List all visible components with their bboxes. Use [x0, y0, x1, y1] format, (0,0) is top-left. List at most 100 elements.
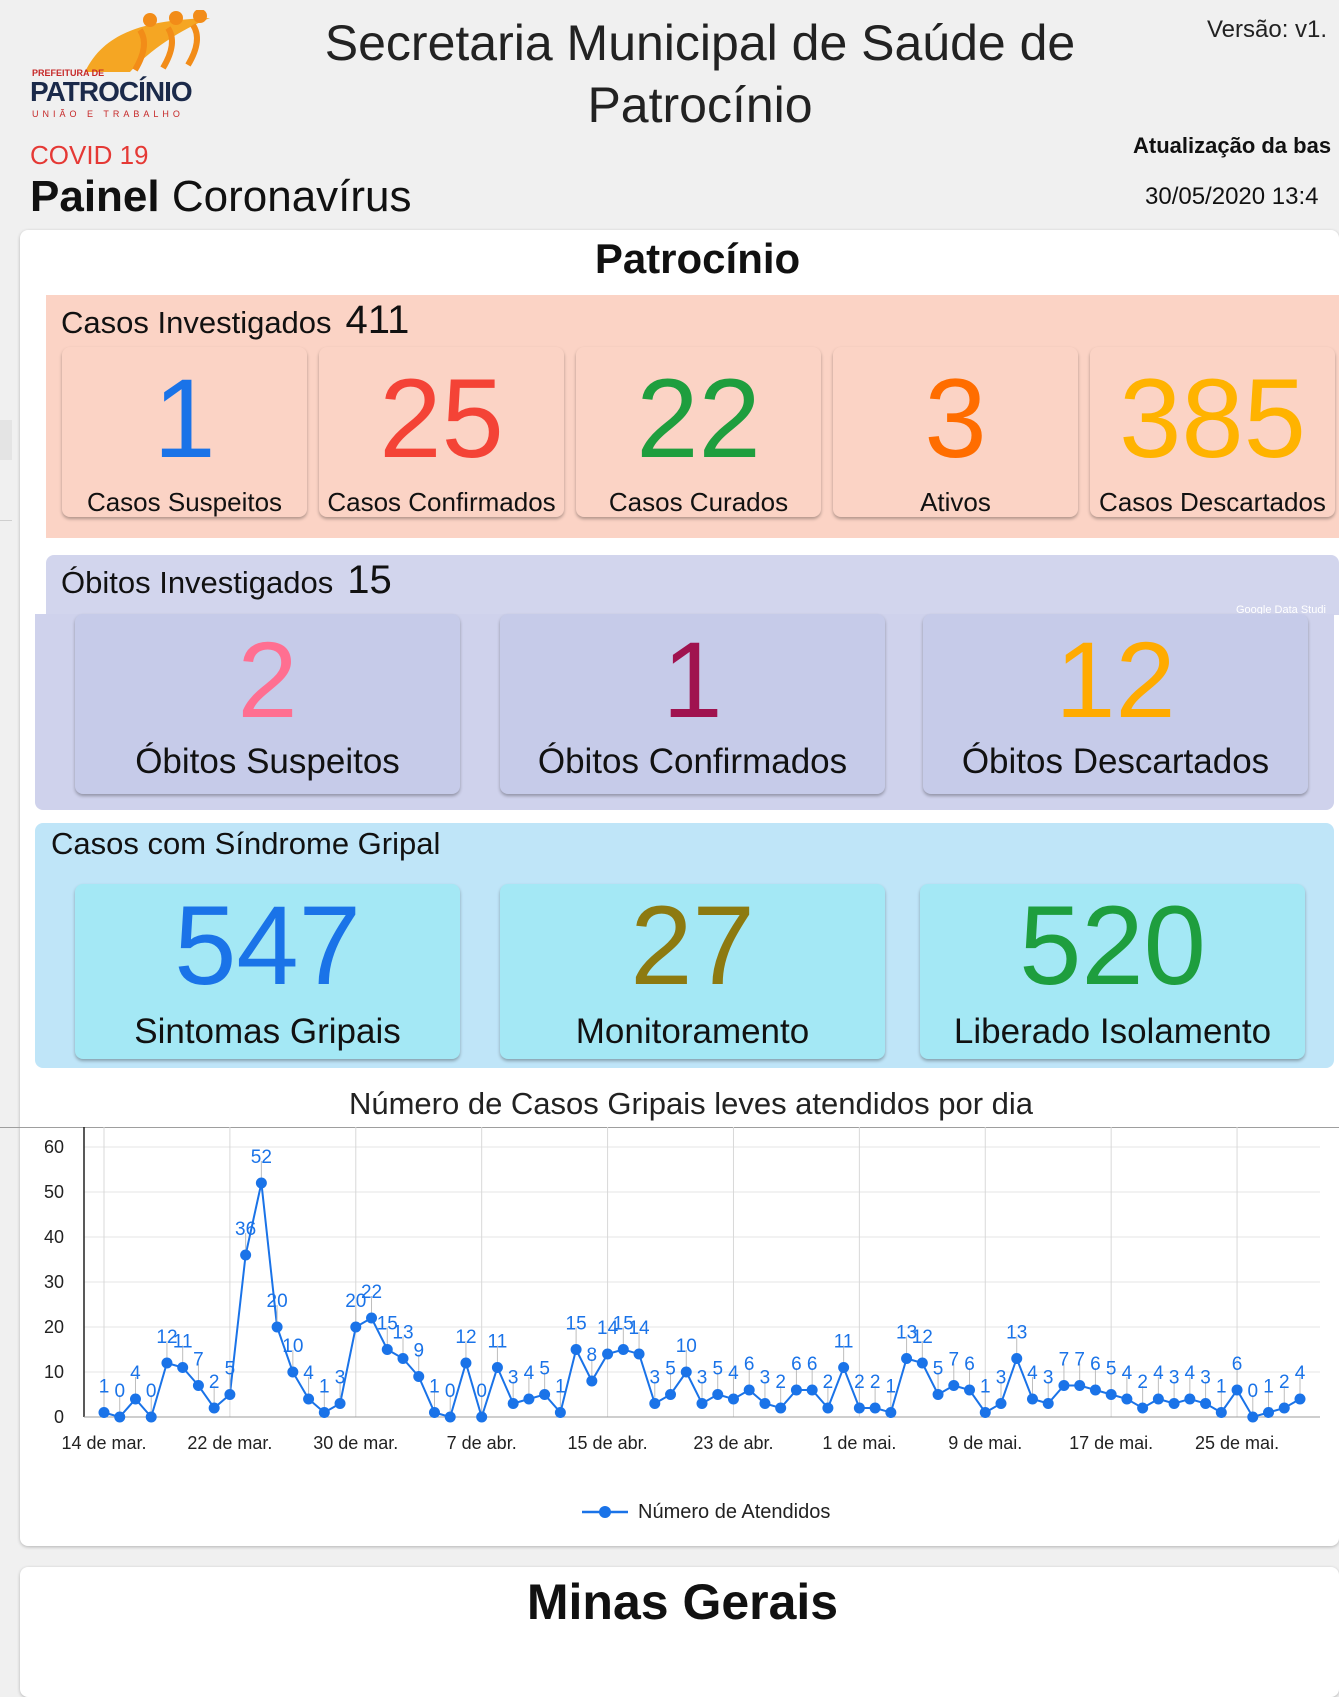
data-label: 0: [1248, 1381, 1259, 1402]
tile-label: Óbitos Descartados: [961, 742, 1270, 781]
data-point: [743, 1384, 755, 1396]
tile-label: Sintomas Gripais: [134, 1012, 401, 1051]
patrocinio-logo: PREFEITURA DE PATROCÍNIO UNIÃO E TRABALH…: [30, 9, 240, 125]
logo-figures-icon: [85, 9, 210, 72]
data-label: 3: [1200, 1368, 1211, 1389]
tile-casos-curados[interactable]: 22 Casos Curados: [576, 347, 821, 517]
data-point: [271, 1321, 283, 1333]
tile-obitos-confirmados[interactable]: 1 Óbitos Confirmados: [500, 614, 885, 794]
data-label: 2: [870, 1372, 881, 1393]
data-point: [586, 1375, 598, 1387]
data-label: 10: [676, 1336, 697, 1357]
data-label: 8: [587, 1345, 598, 1366]
x-tick-label: 1 de mai.: [822, 1433, 896, 1453]
data-label: 2: [1279, 1372, 1290, 1393]
data-point: [1247, 1411, 1259, 1423]
data-point: [240, 1249, 252, 1261]
data-label: 0: [114, 1381, 125, 1402]
x-tick-label: 9 de mai.: [948, 1433, 1022, 1453]
chart-divider: [0, 1127, 1339, 1128]
data-label: 5: [225, 1359, 236, 1380]
data-label: 1: [555, 1377, 566, 1398]
data-label: 1: [886, 1377, 897, 1398]
data-label: 12: [156, 1327, 177, 1348]
data-label: 1: [980, 1377, 991, 1398]
data-point: [979, 1407, 991, 1418]
tile-value: 12: [1055, 619, 1176, 740]
data-point: [822, 1402, 834, 1414]
data-label: 10: [282, 1336, 303, 1357]
data-point: [790, 1384, 802, 1396]
data-point: [602, 1348, 614, 1360]
data-label: 3: [760, 1368, 771, 1389]
data-label: 4: [1153, 1363, 1164, 1384]
data-label: 3: [1043, 1368, 1054, 1389]
tile-sintomas-gripais[interactable]: 547 Sintomas Gripais: [75, 884, 460, 1059]
minas-title: Minas Gerais: [526, 1574, 839, 1630]
tile-obitos-descartados[interactable]: 12 Óbitos Descartados: [923, 614, 1308, 794]
data-point: [1089, 1384, 1101, 1396]
data-label: 5: [665, 1359, 676, 1380]
tile-casos-descartados[interactable]: 385 Casos Descartados: [1090, 347, 1335, 517]
data-label: 1: [99, 1377, 110, 1398]
tile-value: 1: [153, 356, 216, 481]
data-point: [145, 1411, 157, 1423]
data-point: [444, 1411, 456, 1423]
data-label: 4: [1295, 1363, 1306, 1384]
tile-obitos-suspeitos[interactable]: 2 Óbitos Suspeitos: [75, 614, 460, 794]
cases-heading: Casos Investigados 411: [61, 298, 409, 343]
y-tick-label: 40: [44, 1227, 64, 1247]
data-point: [1011, 1353, 1023, 1364]
data-point: [366, 1312, 378, 1324]
data-label: 20: [267, 1291, 288, 1312]
data-point: [1184, 1393, 1196, 1405]
tile-value: 3: [924, 356, 987, 481]
tile-monitoramento[interactable]: 27 Monitoramento: [500, 884, 885, 1059]
legend-marker-icon: [599, 1506, 611, 1518]
data-point: [303, 1393, 315, 1405]
tile-liberado-isolamento[interactable]: 520 Liberado Isolamento: [920, 884, 1305, 1059]
data-point: [114, 1411, 126, 1423]
y-tick-label: 30: [44, 1272, 64, 1292]
data-label: 6: [1232, 1354, 1243, 1375]
data-point: [665, 1389, 677, 1400]
data-label: 2: [209, 1372, 220, 1393]
data-label: 6: [807, 1354, 818, 1375]
data-point: [727, 1393, 739, 1405]
deaths-panel-header: [46, 555, 1339, 615]
data-label: 6: [964, 1354, 975, 1375]
x-tick-label: 7 de abr.: [447, 1433, 517, 1453]
data-label: 6: [1090, 1354, 1101, 1375]
tile-label: Óbitos Confirmados: [537, 742, 848, 781]
panel-title-rest: Coronavírus: [159, 172, 412, 221]
data-label: 0: [445, 1381, 456, 1402]
cases-total: 411: [345, 298, 410, 342]
data-label: 2: [854, 1372, 865, 1393]
tile-label: Casos Confirmados: [327, 487, 556, 517]
y-tick-label: 60: [44, 1137, 64, 1157]
data-point: [255, 1177, 267, 1189]
tile-casos-suspeitos[interactable]: 1 Casos Suspeitos: [62, 347, 307, 517]
data-point: [208, 1402, 220, 1414]
data-label: 4: [728, 1363, 739, 1384]
data-label: 4: [1027, 1363, 1038, 1384]
data-point: [806, 1384, 818, 1396]
tile-label: Casos Curados: [608, 487, 789, 517]
data-label: 22: [361, 1282, 382, 1303]
data-label: 11: [488, 1332, 508, 1353]
data-point: [334, 1398, 346, 1409]
tile-casos-confirmados[interactable]: 25 Casos Confirmados: [319, 347, 564, 517]
tile-ativos[interactable]: 3 Ativos: [833, 347, 1078, 517]
data-label: 1: [1263, 1377, 1274, 1398]
deaths-heading: Óbitos Investigados 15: [61, 558, 392, 603]
tile-label: Ativos: [920, 487, 991, 517]
panel-title: Painel Coronavírus: [30, 172, 412, 222]
data-point: [964, 1384, 976, 1396]
deaths-heading-label: Óbitos Investigados: [61, 565, 334, 600]
data-label: 7: [1059, 1350, 1070, 1371]
data-point: [1042, 1398, 1054, 1409]
data-point: [869, 1402, 881, 1414]
tile-label: Liberado Isolamento: [953, 1012, 1272, 1051]
data-point: [1263, 1407, 1275, 1418]
data-point: [995, 1398, 1007, 1409]
